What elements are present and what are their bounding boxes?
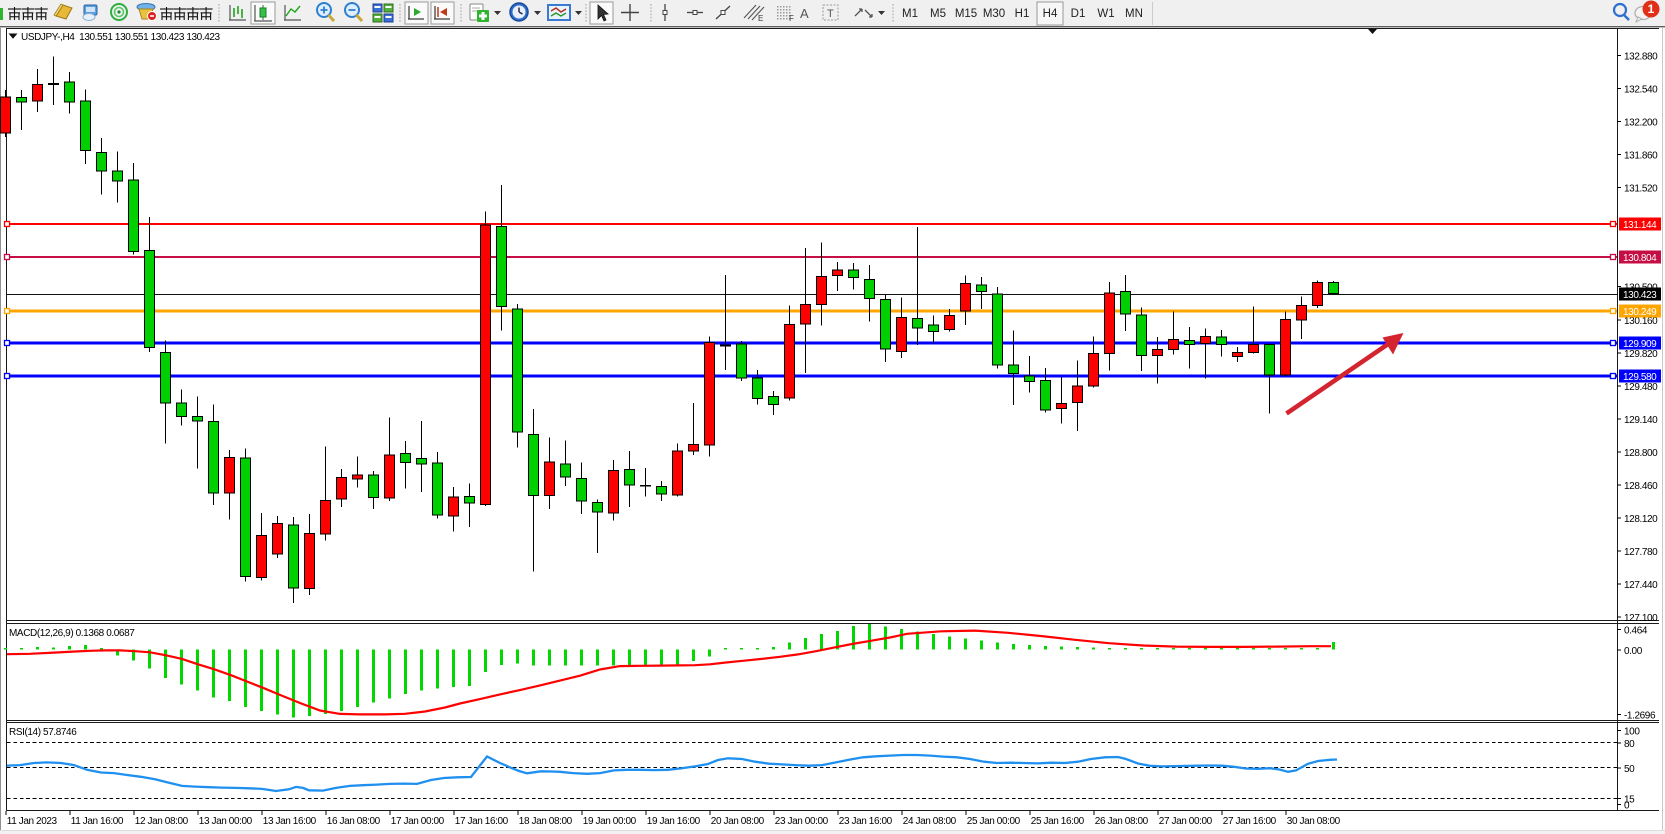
svg-text:130.249: 130.249 [1623,307,1657,318]
svg-text:129.580: 129.580 [1623,372,1657,383]
svg-text:50: 50 [1624,764,1635,775]
svg-text:17 Jan 16:00: 17 Jan 16:00 [455,816,509,827]
svg-text:25 Jan 00:00: 25 Jan 00:00 [967,816,1021,827]
svg-text:M5: M5 [930,8,946,20]
svg-text:12 Jan 08:00: 12 Jan 08:00 [135,816,189,827]
svg-text:13 Jan 00:00: 13 Jan 00:00 [199,816,253,827]
svg-text:132.540: 132.540 [1624,85,1658,96]
svg-text:127.780: 127.780 [1624,547,1658,558]
svg-text:M30: M30 [983,8,1005,20]
svg-text:27 Jan 16:00: 27 Jan 16:00 [1223,816,1277,827]
svg-text:128.800: 128.800 [1624,448,1658,459]
svg-text:M15: M15 [955,8,977,20]
svg-text:129.820: 129.820 [1624,349,1658,360]
svg-text:130.423: 130.423 [1623,290,1657,301]
svg-text:E: E [758,14,763,23]
svg-text:A: A [800,6,809,21]
svg-text:129.140: 129.140 [1624,415,1658,426]
svg-text:129.909: 129.909 [1623,339,1657,350]
svg-text:-1.2696: -1.2696 [1624,711,1656,722]
svg-text:M1: M1 [902,8,918,20]
svg-text:D1: D1 [1071,8,1086,20]
svg-text:132.880: 132.880 [1624,52,1658,63]
svg-text:128.120: 128.120 [1624,514,1658,525]
svg-text:25 Jan 16:00: 25 Jan 16:00 [1031,816,1085,827]
svg-text:11 Jan 16:00: 11 Jan 16:00 [71,816,124,827]
svg-text:0: 0 [1624,801,1630,812]
svg-text:MACD(12,26,9) 0.1368 0.0687: MACD(12,26,9) 0.1368 0.0687 [9,628,135,639]
svg-text:132.200: 132.200 [1624,118,1658,129]
svg-text:100: 100 [1624,727,1640,738]
svg-text:129.480: 129.480 [1624,382,1658,393]
svg-text:0.464: 0.464 [1624,626,1648,637]
svg-text:17 Jan 00:00: 17 Jan 00:00 [391,816,445,827]
svg-text:1: 1 [1648,2,1655,16]
svg-text:80: 80 [1624,739,1635,750]
svg-text:MN: MN [1125,8,1143,20]
svg-text:19 Jan 16:00: 19 Jan 16:00 [647,816,701,827]
svg-text:20 Jan 08:00: 20 Jan 08:00 [711,816,765,827]
svg-text:15: 15 [1624,795,1635,806]
svg-text:F: F [789,14,794,23]
svg-text:24 Jan 08:00: 24 Jan 08:00 [903,816,957,827]
svg-text:W1: W1 [1097,8,1114,20]
svg-text:131.144: 131.144 [1623,220,1657,231]
svg-text:130.804: 130.804 [1623,253,1657,264]
svg-text:13 Jan 16:00: 13 Jan 16:00 [263,816,317,827]
svg-text:26 Jan 08:00: 26 Jan 08:00 [1095,816,1149,827]
svg-text:19 Jan 00:00: 19 Jan 00:00 [583,816,637,827]
svg-text:16 Jan 08:00: 16 Jan 08:00 [327,816,381,827]
svg-text:23 Jan 16:00: 23 Jan 16:00 [839,816,893,827]
svg-text:RSI(14) 57.8746: RSI(14) 57.8746 [9,727,77,738]
svg-text:H4: H4 [1043,8,1058,20]
svg-text:18 Jan 08:00: 18 Jan 08:00 [519,816,573,827]
svg-text:131.520: 131.520 [1624,184,1658,195]
svg-text:127.440: 127.440 [1624,580,1658,591]
svg-text:127.100: 127.100 [1624,613,1658,624]
svg-text:T: T [827,8,834,20]
svg-text:H1: H1 [1015,8,1030,20]
svg-text:30 Jan 08:00: 30 Jan 08:00 [1287,816,1341,827]
svg-text:23 Jan 00:00: 23 Jan 00:00 [775,816,829,827]
svg-text:130.160: 130.160 [1624,316,1658,327]
svg-text:27 Jan 00:00: 27 Jan 00:00 [1159,816,1213,827]
svg-text:USDJPY-,H4 130.551 130.551 13: USDJPY-,H4 130.551 130.551 130.423 130.4… [21,32,221,43]
svg-text:131.860: 131.860 [1624,151,1658,162]
svg-text:11 Jan 2023: 11 Jan 2023 [7,816,58,827]
svg-text:128.460: 128.460 [1624,481,1658,492]
svg-text:0.00: 0.00 [1624,646,1643,657]
